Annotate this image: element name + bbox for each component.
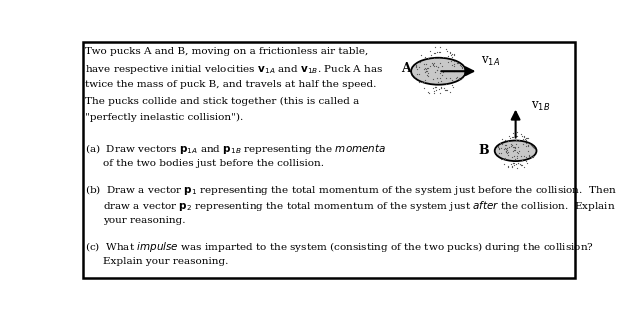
Text: Two pucks A and B, moving on a frictionless air table,: Two pucks A and B, moving on a frictionl… — [85, 47, 369, 56]
Text: $\mathregular{v}_{1B}$: $\mathregular{v}_{1B}$ — [530, 100, 550, 113]
Text: (b)  Draw a vector $\mathbf{p}_1$ representing the total momentum of the system : (b) Draw a vector $\mathbf{p}_1$ represe… — [85, 183, 617, 197]
Text: have respective initial velocities $\mathbf{v}_{1A}$ and $\mathbf{v}_{1B}$. Puck: have respective initial velocities $\mat… — [85, 63, 383, 76]
Text: Explain your reasoning.: Explain your reasoning. — [103, 257, 228, 266]
Text: of the two bodies just before the collision.: of the two bodies just before the collis… — [103, 159, 324, 168]
Text: "perfectly inelastic collision").: "perfectly inelastic collision"). — [85, 113, 243, 122]
Text: (a)  Draw vectors $\mathbf{p}_{1A}$ and $\mathbf{p}_{1B}$ representing the $\mat: (a) Draw vectors $\mathbf{p}_{1A}$ and $… — [85, 142, 386, 156]
Text: your reasoning.: your reasoning. — [103, 216, 185, 225]
Text: draw a vector $\mathbf{p}_2$ representing the total momentum of the system just : draw a vector $\mathbf{p}_2$ representin… — [103, 199, 615, 213]
Circle shape — [495, 141, 537, 161]
Text: $\mathregular{v}_{1A}$: $\mathregular{v}_{1A}$ — [481, 55, 500, 68]
FancyBboxPatch shape — [83, 42, 575, 278]
Text: B: B — [478, 144, 489, 157]
Text: (c)  What $\mathit{impulse}$ was imparted to the system (consisting of the two p: (c) What $\mathit{impulse}$ was imparted… — [85, 240, 594, 254]
Text: A: A — [401, 62, 411, 75]
Circle shape — [411, 58, 466, 85]
Text: twice the mass of puck B, and travels at half the speed.: twice the mass of puck B, and travels at… — [85, 80, 377, 89]
Text: The pucks collide and stick together (this is called a: The pucks collide and stick together (th… — [85, 97, 360, 106]
